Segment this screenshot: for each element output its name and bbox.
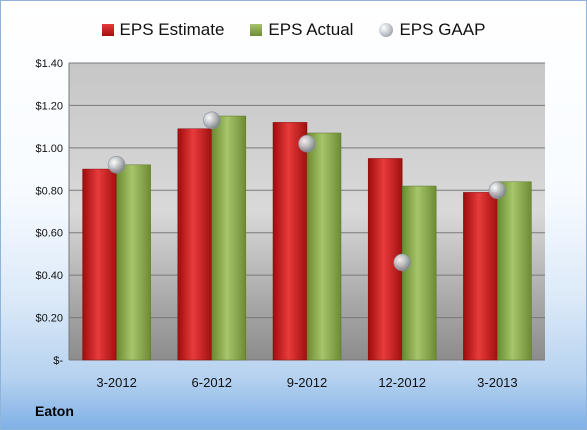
point-eps-gaap [298,134,316,153]
point-eps-gaap [393,253,412,272]
x-tick-label: 3-2012 [96,375,136,390]
y-tick-label: $0.80 [35,185,63,197]
bar-eps-estimate [177,128,213,361]
x-tick-label: 6-2012 [192,375,232,390]
legend-swatch-eps-estimate [101,24,114,36]
y-tick-label: $1.00 [35,143,63,155]
y-tick-label: $0.40 [35,270,63,282]
legend-item-eps-gaap: EPS GAAP [379,20,485,40]
legend-label-eps-gaap: EPS GAAP [399,20,486,39]
bar-eps-actual [211,115,247,361]
legend-item-eps-estimate: EPS Estimate [101,20,225,40]
x-tick-label: 12-2012 [378,375,426,390]
point-eps-gaap [203,111,221,130]
x-tick-label: 3-2013 [477,375,517,390]
legend: EPS Estimate EPS Actual EPS GAAP [1,18,586,42]
y-tick-label: $- [53,355,63,367]
bar-eps-estimate [82,168,117,361]
point-eps-gaap [488,181,507,200]
company-name: Eaton [35,403,74,419]
legend-label-eps-estimate: EPS Estimate [119,20,225,39]
bar-eps-actual [497,181,532,361]
legend-swatch-eps-actual [250,24,263,36]
x-tick-label: 9-2012 [287,375,327,390]
bar-eps-actual [306,132,342,361]
bar-eps-estimate [272,122,308,361]
legend-item-eps-actual: EPS Actual [250,20,353,40]
point-eps-gaap [107,156,126,174]
y-tick-label: $1.40 [35,58,63,70]
y-tick-label: $1.20 [35,100,63,112]
y-tick-label: $0.60 [35,228,63,240]
y-tick-label: $0.20 [35,313,63,325]
legend-label-eps-actual: EPS Actual [268,20,354,39]
legend-swatch-eps-gaap [379,23,394,37]
bar-eps-actual [401,185,437,361]
bar-eps-actual [116,164,151,361]
bar-eps-estimate [463,192,498,361]
